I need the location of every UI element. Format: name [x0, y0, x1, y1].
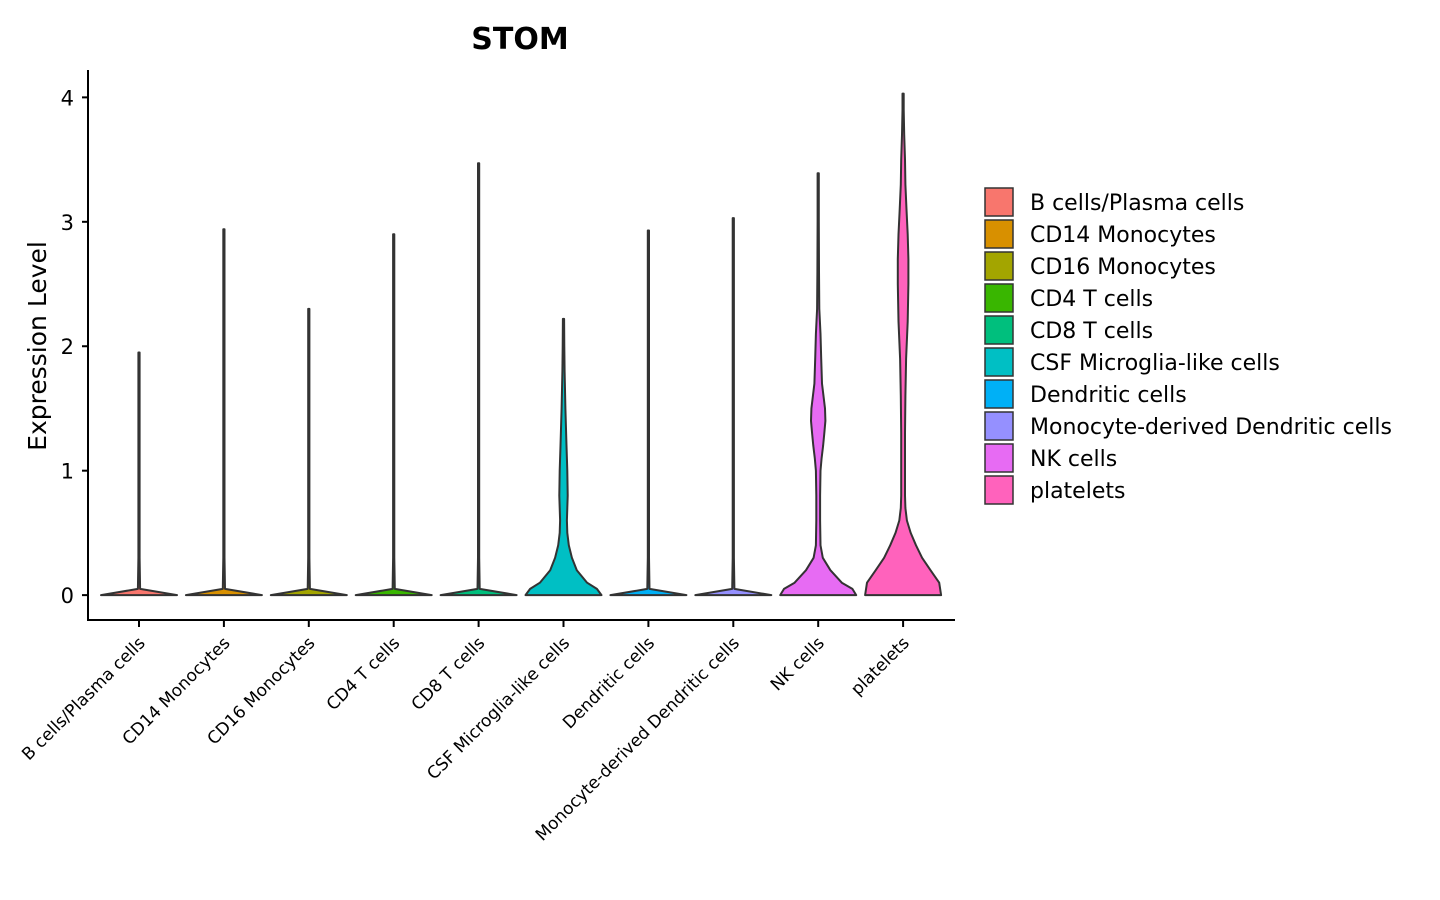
legend-swatch [984, 315, 1014, 345]
violin-9 [779, 172, 858, 597]
legend-label: Dendritic cells [1030, 383, 1187, 408]
legend-swatch [984, 443, 1014, 473]
y-tick-label: 0 [61, 584, 74, 608]
legend-label: CSF Microglia-like cells [1030, 351, 1280, 376]
y-tick-label: 1 [61, 460, 74, 484]
legend-label: NK cells [1030, 447, 1117, 472]
legend-swatch [984, 411, 1014, 441]
legend-swatch [984, 251, 1014, 281]
y-axis-label: Expression Level [23, 241, 52, 451]
violin-7 [609, 229, 688, 597]
chart-title: STOM [471, 22, 568, 57]
violin-4 [354, 233, 433, 597]
legend-swatch [984, 379, 1014, 409]
violin-10 [864, 92, 943, 597]
legend-swatch [984, 219, 1014, 249]
legend-label: CD14 Monocytes [1030, 223, 1216, 248]
x-tick-label: platelets [847, 633, 913, 699]
legend-swatch [984, 347, 1014, 377]
legend-label: platelets [1030, 479, 1125, 504]
y-tick-label: 2 [61, 335, 74, 359]
x-tick-label: CSF Microglia-like cells [423, 633, 574, 784]
violins-group [100, 92, 943, 597]
x-tick-label: NK cells [767, 633, 829, 695]
legend-swatch [984, 283, 1014, 313]
legend-label: CD16 Monocytes [1030, 255, 1216, 280]
legend-swatch [984, 475, 1014, 505]
y-ticks-group: 0 1 2 3 4 [61, 86, 88, 608]
violin-5 [439, 162, 518, 597]
legend-label: CD8 T cells [1030, 319, 1153, 344]
violin-8 [694, 217, 773, 597]
x-tick-label: CD4 T cells [323, 633, 404, 714]
legend-label: B cells/Plasma cells [1030, 191, 1244, 216]
legend-label: Monocyte-derived Dendritic cells [1030, 415, 1392, 440]
violin-6 [524, 317, 603, 597]
violin-3 [269, 307, 348, 597]
legend-swatch [984, 187, 1014, 217]
y-tick-label: 4 [61, 86, 74, 110]
legend: B cells/Plasma cells CD14 Monocytes CD16 M… [984, 187, 1392, 505]
x-tick-label: CD8 T cells [408, 633, 489, 714]
violin-1 [100, 351, 178, 597]
violin-2 [184, 228, 263, 597]
legend-label: CD4 T cells [1030, 287, 1153, 312]
y-tick-label: 3 [61, 211, 74, 235]
